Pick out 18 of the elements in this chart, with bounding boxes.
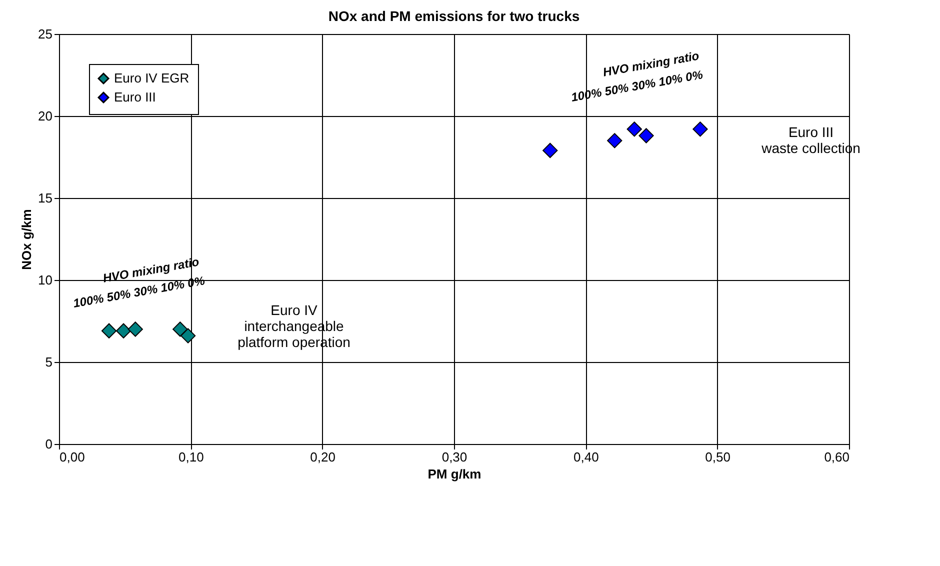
- y-tick-label: 25: [38, 26, 52, 42]
- x-tick-label: 0,00: [60, 450, 85, 464]
- x-tick-label: 0,60: [824, 450, 850, 464]
- legend-label: Euro IV EGR: [114, 70, 190, 86]
- x-tick-label: 0,50: [705, 450, 730, 464]
- x-tick-label: 0,40: [574, 450, 599, 464]
- x-tick-label: 0,30: [442, 450, 468, 464]
- y-tick-label: 10: [38, 272, 52, 288]
- y-tick-label: 0: [45, 436, 52, 452]
- chart-title: NOx and PM emissions for two trucks: [328, 8, 580, 24]
- y-tick-label: 5: [45, 354, 52, 370]
- y-tick-label: 15: [38, 190, 52, 206]
- x-tick-label: 0,20: [310, 450, 336, 464]
- x-axis-title: PM g/km: [428, 466, 482, 482]
- x-tick-label: 0,10: [178, 450, 204, 464]
- legend-label: Euro III: [114, 90, 156, 104]
- y-tick-label: 20: [38, 108, 52, 124]
- y-axis-title: NOx g/km: [19, 209, 34, 270]
